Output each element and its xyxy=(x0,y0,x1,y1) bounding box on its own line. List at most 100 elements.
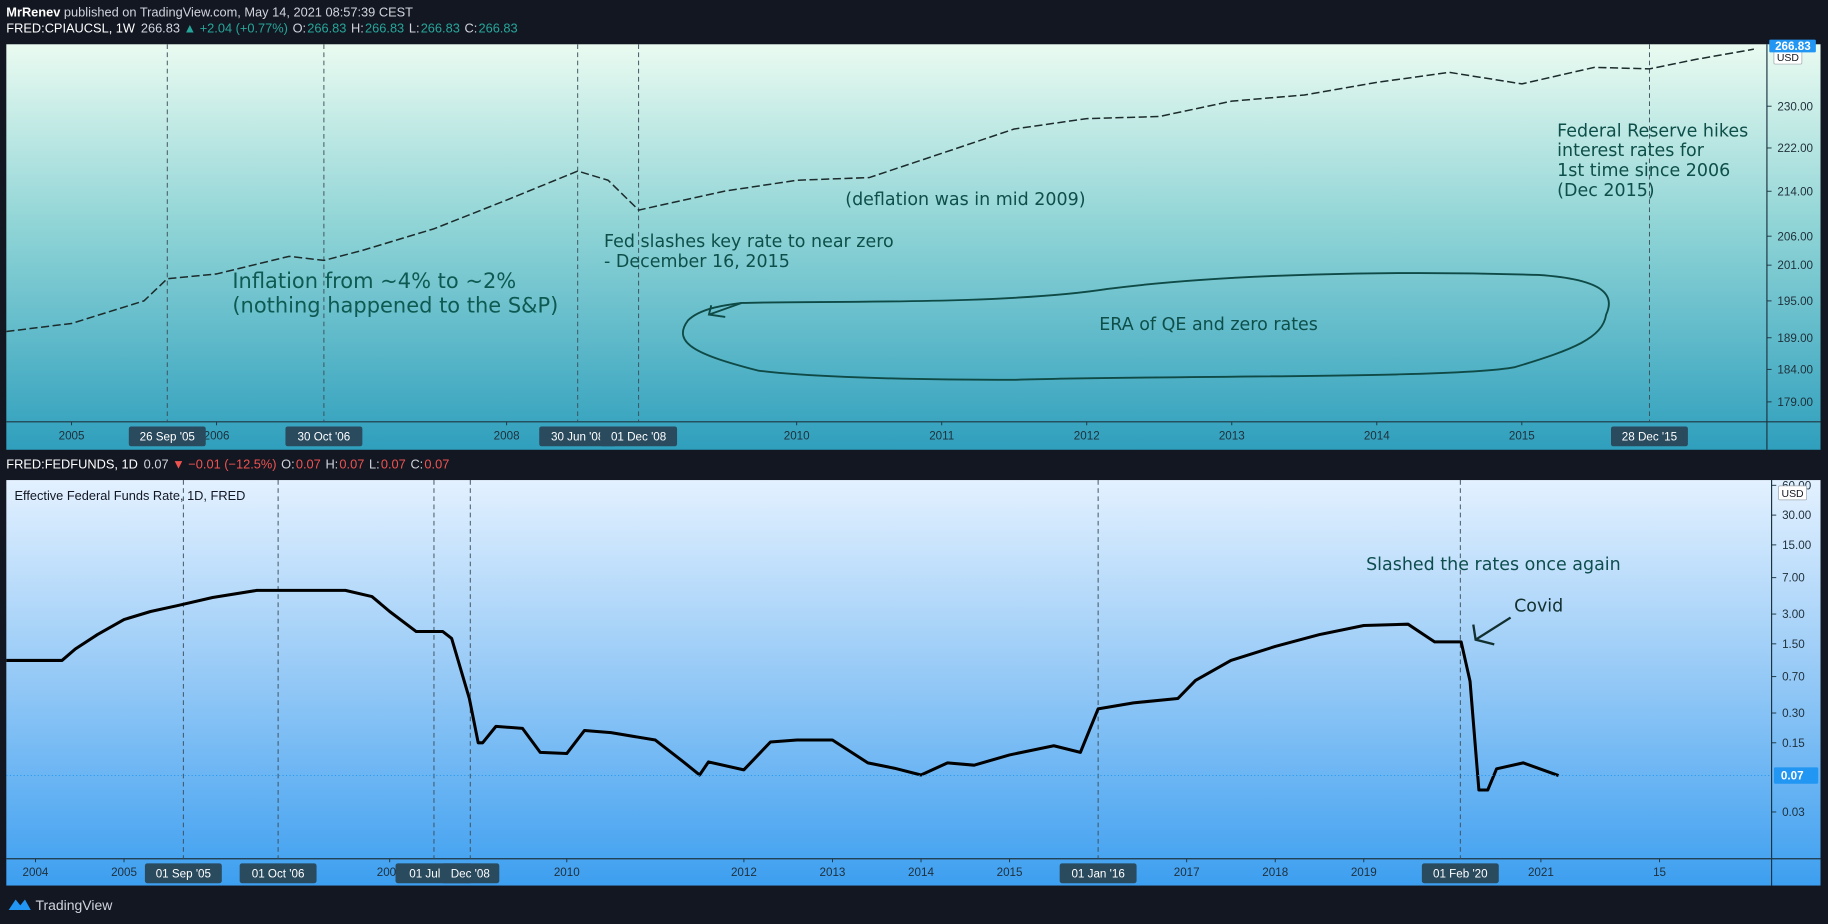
legend-ohlc-value: 266.83 xyxy=(421,21,460,36)
x-tick-label: 2013 xyxy=(820,866,846,879)
annotation: ERA of QE and zero rates xyxy=(1099,315,1318,335)
y-tick-label: 0.03 xyxy=(1782,806,1805,819)
x-tick-label: 2005 xyxy=(111,866,137,879)
legend-symbol: FRED:FEDFUNDS, 1D xyxy=(6,456,138,471)
x-tick-label: 2019 xyxy=(1351,866,1377,879)
x-tick-label: 15 xyxy=(1653,866,1666,879)
x-tick-label: 2008 xyxy=(494,429,520,442)
marker-box xyxy=(239,863,317,884)
legend-ohlc-value: 0.07 xyxy=(296,456,321,471)
x-tick-label: 2018 xyxy=(1262,866,1288,879)
x-tick-label: 2015 xyxy=(997,866,1023,879)
x-tick-label: 2010 xyxy=(554,866,580,879)
series-line xyxy=(6,588,1560,792)
series-line xyxy=(6,48,1755,333)
currency-label: USD xyxy=(1782,489,1805,500)
y-tick-label: 206.00 xyxy=(1777,230,1813,243)
marker-label: 30 Oct '06 xyxy=(298,430,351,443)
x-tick-label: 2014 xyxy=(908,866,934,879)
marker-label: 30 Jun '08 xyxy=(551,430,604,443)
marker-box xyxy=(600,426,678,447)
legend-ohlc-label: C: xyxy=(464,21,477,36)
legend-ohlc-value: 266.83 xyxy=(478,21,517,36)
x-tick-label: 2012 xyxy=(1074,429,1100,442)
y-tick-label: 7.00 xyxy=(1782,572,1805,585)
annotation: Slashed the rates once again xyxy=(1366,555,1621,575)
panel-background xyxy=(6,480,1821,886)
legend: FRED:FEDFUNDS, 1D 0.07 ▼ −0.01 (−12.5%) O:0… xyxy=(6,456,449,471)
annotation: (Dec 2015) xyxy=(1557,181,1654,201)
marker-box xyxy=(128,426,206,447)
last-value-box xyxy=(1773,767,1819,784)
y-tick-label: 222.00 xyxy=(1777,142,1813,155)
legend-ohlc-label: H: xyxy=(325,456,338,471)
legend-ohlc-value: 0.07 xyxy=(381,456,406,471)
x-tick-label: 2004 xyxy=(23,866,49,879)
chart-title: Effective Federal Funds Rate, 1D, FRED xyxy=(14,488,245,503)
marker-label: 01 Sep '05 xyxy=(156,867,211,880)
x-tick-label: 2005 xyxy=(59,429,85,442)
y-tick-label: 3.00 xyxy=(1782,608,1805,621)
marker-box xyxy=(144,863,222,884)
marker-label: 28 Dec '15 xyxy=(1622,430,1677,443)
marker-label: 01 Dec '08 xyxy=(611,430,666,443)
currency-box xyxy=(1778,485,1807,501)
y-tick-label: 230.00 xyxy=(1777,100,1813,113)
marker-box xyxy=(285,426,363,447)
annotation: (nothing happened to the S&P) xyxy=(232,293,558,317)
legend-ohlc-label: O: xyxy=(293,21,307,36)
header-text: published on TradingView.com, May 14, 20… xyxy=(64,4,413,19)
brand: TradingView xyxy=(8,897,113,913)
y-tick-label: 195.00 xyxy=(1777,295,1813,308)
x-tick-label: 2021 xyxy=(1528,866,1554,879)
y-tick-label: 15.00 xyxy=(1782,539,1812,552)
legend-ohlc-label: C: xyxy=(410,456,423,471)
marker-box xyxy=(1059,863,1137,884)
x-tick-label: 2011 xyxy=(929,429,954,442)
annotation: - December 16, 2015 xyxy=(604,252,790,272)
marker-box xyxy=(1610,426,1688,447)
legend: FRED:CPIAUCSL, 1W 266.83 ▲ +2.04 (+0.77%) O… xyxy=(6,21,517,36)
legend-price: 0.07 xyxy=(144,456,169,471)
marker-box xyxy=(539,426,617,447)
legend-ohlc-label: L: xyxy=(369,456,380,471)
x-tick-label: 2006 xyxy=(204,429,230,442)
arrow-drawing xyxy=(707,302,742,318)
y-tick-label: 214.00 xyxy=(1777,185,1813,198)
annotation: Inflation from ~4% to ~2% xyxy=(232,269,516,293)
panel-background xyxy=(6,44,1821,450)
author: MrRenev xyxy=(6,4,61,19)
annotation: 1st time since 2006 xyxy=(1557,161,1730,181)
last-value-label: 0.07 xyxy=(1781,770,1804,783)
y-tick-label: 179.00 xyxy=(1777,396,1813,409)
x-tick-label: 2013 xyxy=(1219,429,1245,442)
marker-box xyxy=(441,863,500,884)
legend-change: ▲ +2.04 (+0.77%) xyxy=(183,21,287,36)
y-tick-label: 1.50 xyxy=(1782,638,1805,651)
annotation: Fed slashes key rate to near zero xyxy=(604,232,894,252)
legend-ohlc-value: 0.07 xyxy=(424,456,449,471)
annotation: interest rates for xyxy=(1557,141,1705,161)
marker-box xyxy=(1421,863,1499,884)
legend-ohlc-label: O: xyxy=(281,456,295,471)
x-tick-label: 2014 xyxy=(1364,429,1390,442)
y-tick-label: 189.00 xyxy=(1777,332,1813,345)
x-tick-label: 2010 xyxy=(784,429,810,442)
marker-label: 26 Sep '05 xyxy=(140,430,195,443)
x-tick-label: 2015 xyxy=(1509,429,1535,442)
legend-symbol: FRED:CPIAUCSL, 1W xyxy=(6,21,136,36)
y-tick-label: 0.70 xyxy=(1782,671,1805,684)
marker-label: 01 Feb '20 xyxy=(1433,867,1488,880)
y-tick-label: 201.00 xyxy=(1777,259,1813,272)
header: MrRenev published on TradingView.com, Ma… xyxy=(6,4,413,19)
legend-ohlc-value: 266.83 xyxy=(365,21,404,36)
annotation: (deflation was in mid 2009) xyxy=(845,190,1085,210)
arrow-drawing xyxy=(1472,616,1512,646)
brand-name: TradingView xyxy=(35,897,113,913)
legend-change: ▼ −0.01 (−12.5%) xyxy=(172,456,276,471)
x-tick-label: 2017 xyxy=(1174,866,1200,879)
x-tick-label: 2012 xyxy=(731,866,757,879)
ellipse-drawing xyxy=(682,272,1610,381)
